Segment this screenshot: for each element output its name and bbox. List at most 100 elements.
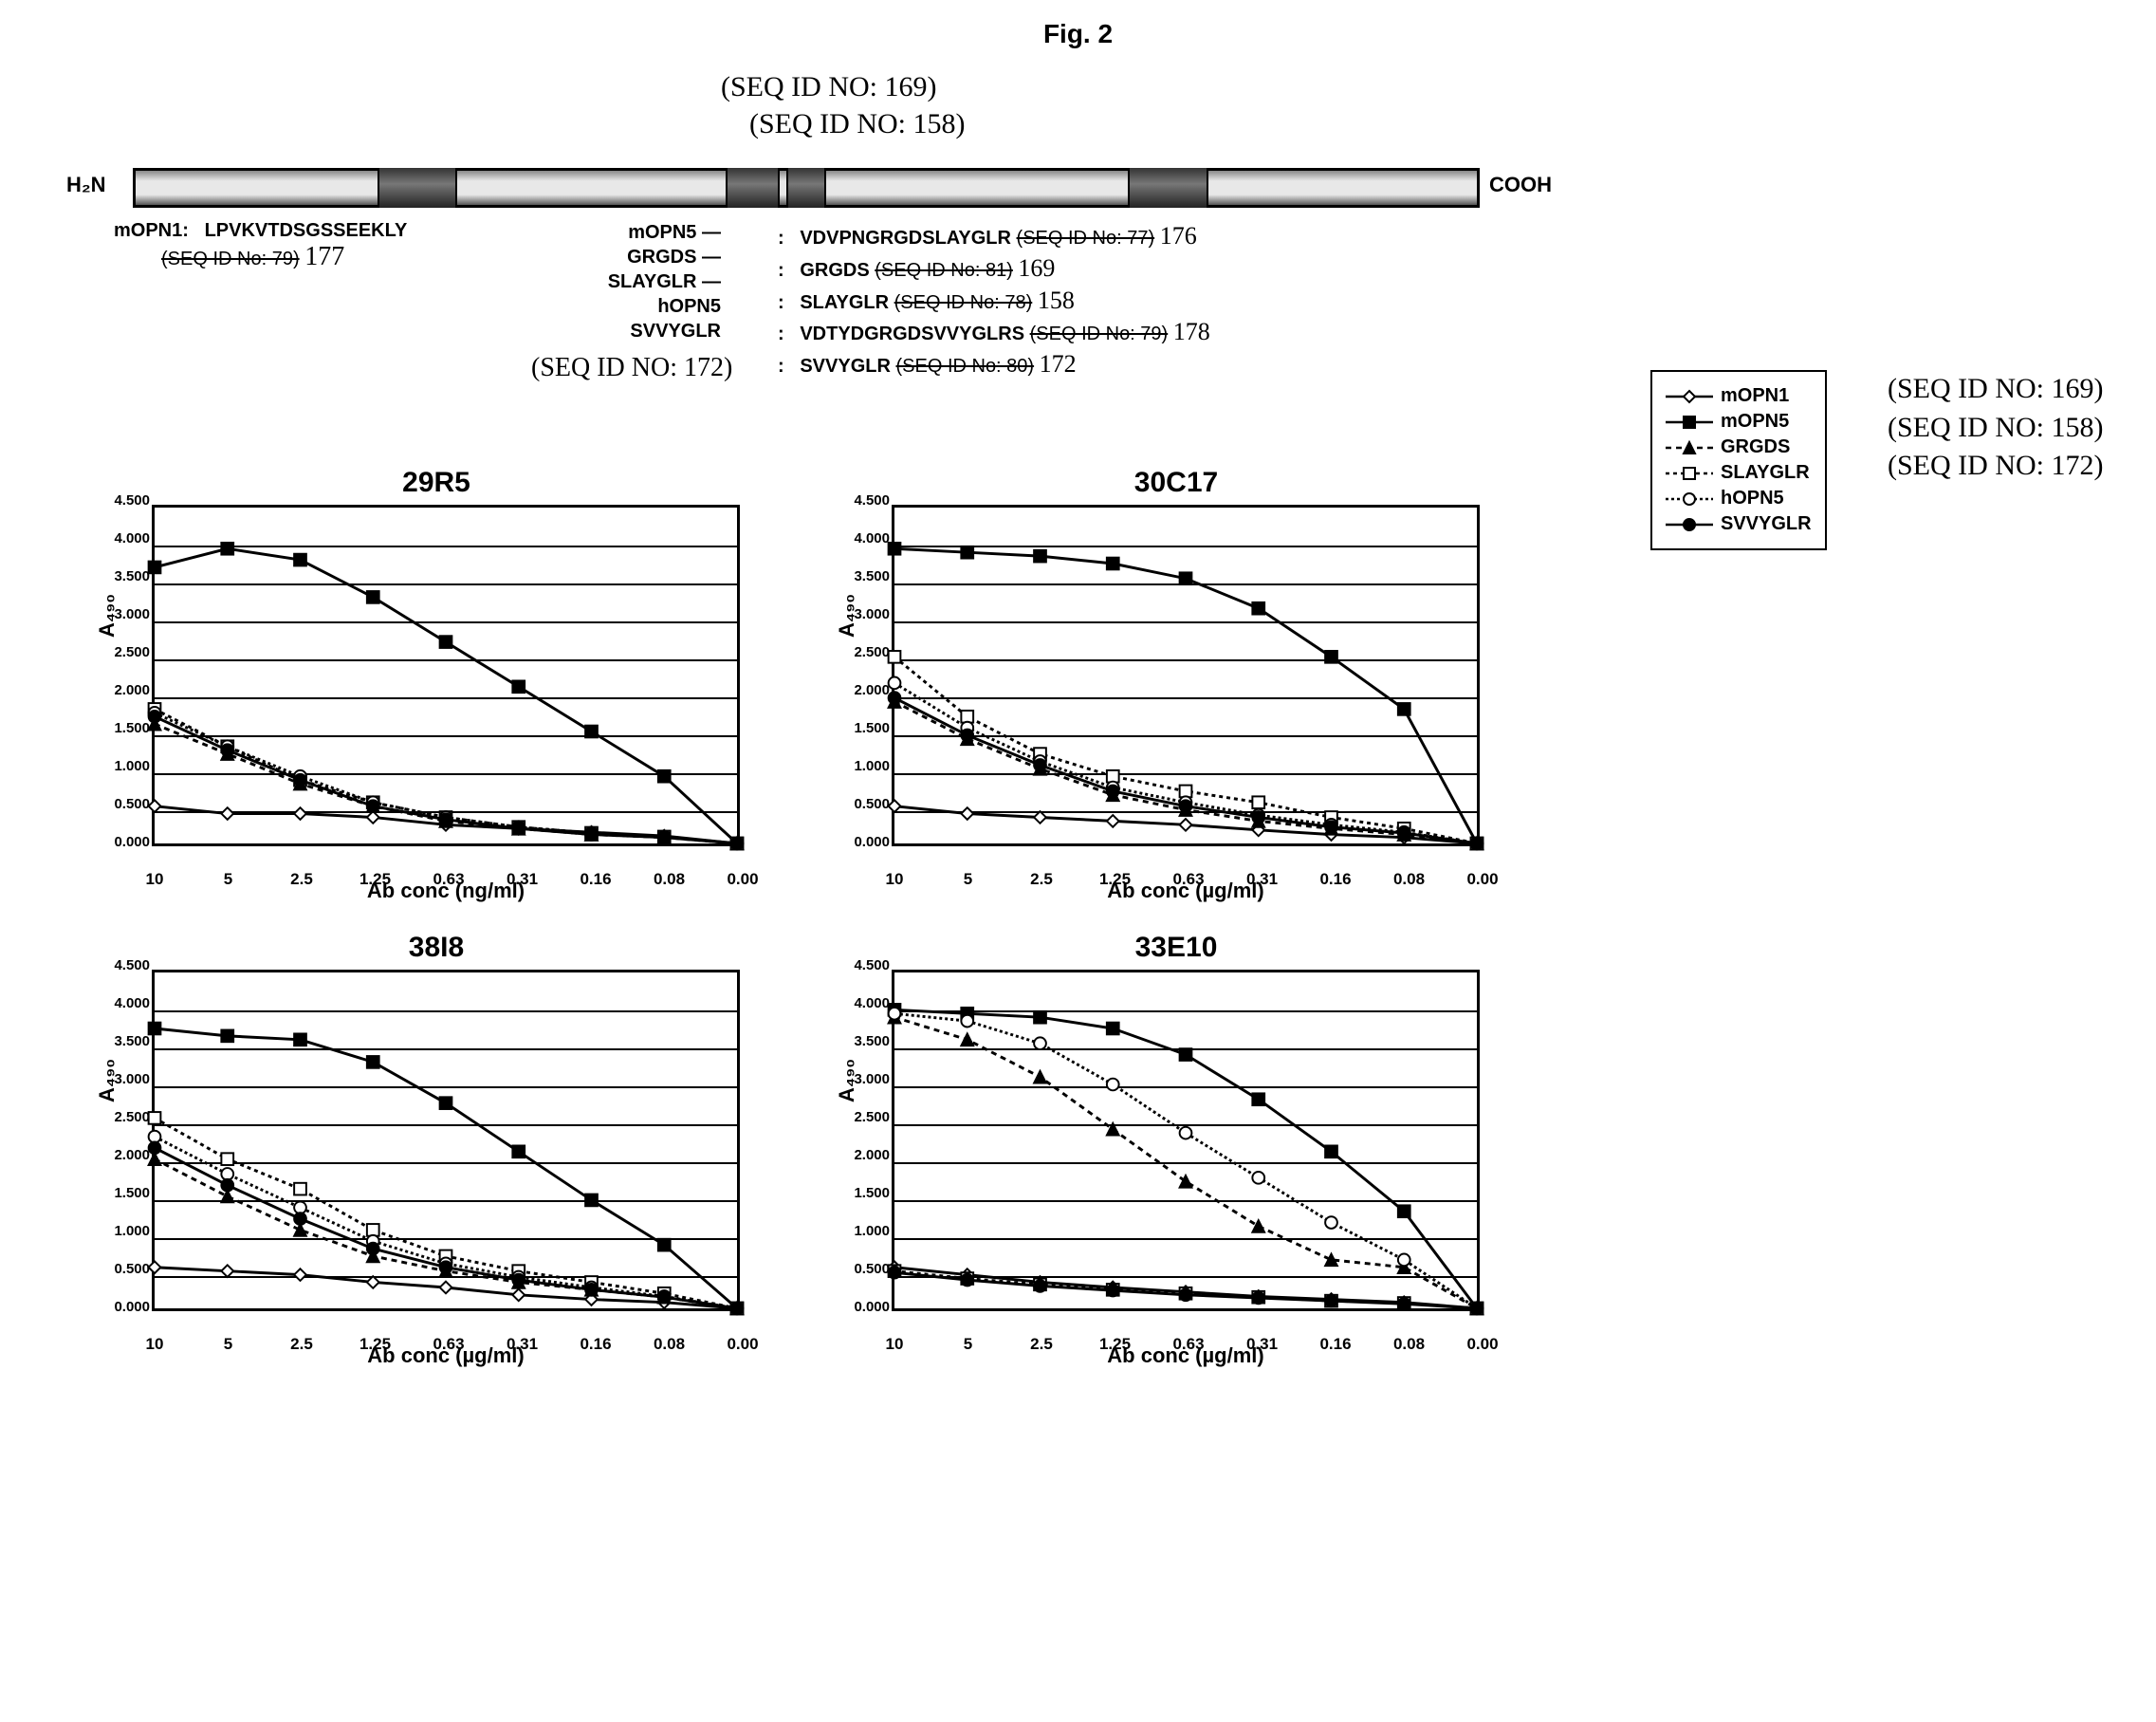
series-marker [440,1097,452,1109]
series-marker [731,838,744,850]
series-marker [961,1274,973,1287]
chart-svg [155,972,737,1308]
peptide-seqid-hand: 172 [1040,350,1077,378]
xtick-label: 0.31 [1246,1335,1278,1354]
series-marker [294,807,306,820]
ytick-label: 0.000 [102,834,150,850]
xtick-label: 0.31 [1246,870,1278,889]
series-marker [1107,815,1119,827]
legend-handwritten-seqids: (SEQ ID NO: 169)(SEQ ID NO: 158)(SEQ ID … [1888,370,2103,486]
mopn1-seq: LPVKVTDSGSSEEKLY [205,220,408,241]
ytick-label: 2.000 [842,1147,890,1163]
series-marker [1034,1037,1046,1049]
series-marker [1107,786,1119,798]
xtick-label: 5 [224,870,232,889]
series-marker [961,711,973,723]
ytick-label: 4.000 [842,530,890,546]
protein-bar-segment [1128,168,1208,208]
xtick-label: 0.16 [580,1335,611,1354]
series-marker [221,1153,233,1165]
series-marker [1034,1011,1046,1024]
series-marker [1325,1295,1337,1307]
ytick-label: 3.500 [842,1033,890,1049]
legend-label: GRGDS [1721,436,1790,458]
legend-label: mOPN1 [1721,385,1789,407]
xtick-label: 0.63 [1172,870,1204,889]
ytick-label: 3.500 [102,1033,150,1049]
series-marker [1398,1205,1410,1217]
series-marker [440,1261,452,1273]
chart-title: 38I8 [95,932,778,964]
series-marker [221,1191,233,1203]
mopn1-label: mOPN1: [114,220,189,241]
xtick-label: 10 [146,1335,164,1354]
series-marker [1034,1280,1046,1292]
ytick-label: 2.000 [102,1147,150,1163]
ytick-label: 4.500 [102,492,150,509]
series-marker [149,1112,161,1124]
series-marker [440,1282,452,1294]
xtick-label: 0.08 [1393,1335,1425,1354]
ytick-label: 3.500 [842,568,890,584]
protein-bar-segment [378,168,458,208]
ytick-label: 0.500 [842,1261,890,1277]
series-marker [149,1261,161,1273]
ytick-label: 1.000 [102,758,150,774]
series-marker [1180,786,1192,798]
ytick-label: 3.000 [842,606,890,622]
ytick-label: 1.500 [102,720,150,736]
xtick-label: 10 [886,870,904,889]
series-marker [658,1239,671,1251]
xtick-label: 2.5 [1030,1335,1053,1354]
ytick-label: 2.500 [102,1109,150,1125]
ytick-label: 1.500 [842,720,890,736]
series-marker [585,1284,598,1296]
series-marker [221,1030,233,1043]
series-marker [294,1213,306,1225]
series-line [155,548,737,843]
ytick-label: 2.500 [842,644,890,660]
figure-title: Fig. 2 [19,19,2137,49]
xtick-label: 5 [964,1335,972,1354]
series-marker [1107,1079,1119,1091]
ytick-label: 1.000 [102,1223,150,1239]
chart-plot-area: 0.0000.5001.0001.5002.0002.5003.0003.500… [152,970,740,1311]
xtick-label: 1.25 [359,870,391,889]
chart-svg [894,972,1477,1308]
ytick-label: 0.000 [842,834,890,850]
ytick-label: 4.000 [102,530,150,546]
series-marker [961,807,973,820]
peptide-mid-label: SVVYGLR [550,319,721,343]
mopn1-seqid-hand: 177 [304,242,344,271]
ytick-label: 1.500 [102,1185,150,1201]
y-ticks: 0.0000.5001.0001.5002.0002.5003.0003.500… [842,500,890,836]
y-ticks: 0.0000.5001.0001.5002.0002.5003.0003.500… [102,965,150,1301]
legend-item: GRGDS [1666,436,1812,458]
peptide-row: : SLAYGLR (SEQ ID No: 78) 158 [778,285,1210,317]
series-marker [585,726,598,738]
series-marker [1252,1292,1264,1305]
xtick-label: 0.16 [1319,870,1351,889]
peptide-seqid-printed: (SEQ ID No: 78) [894,292,1033,313]
peptide-mopn1: mOPN1: LPVKVTDSGSSEEKLY (SEQ ID No: 79) … [114,220,512,272]
legend-item: mOPN5 [1666,411,1812,433]
series-marker [1471,838,1483,850]
series-marker [149,1023,161,1035]
xtick-label: 0.00 [727,1335,758,1354]
series-marker [294,1224,306,1236]
series-marker [440,636,452,648]
series-marker [889,692,901,704]
series-marker [1180,819,1192,831]
peptide-mid-label: GRGDS — [550,245,721,269]
series-marker [1471,1303,1483,1315]
xtick-label: 1.25 [1099,870,1131,889]
peptide-seq: GRGDS [800,260,869,281]
legend-label: mOPN5 [1721,411,1789,433]
series-marker [149,711,161,723]
xtick-label: 0.08 [654,1335,685,1354]
ytick-label: 1.000 [842,1223,890,1239]
n-terminal-label: H₂N [66,173,106,197]
chart-title: 29R5 [95,467,778,499]
series-marker [1325,821,1337,833]
series-marker [961,1033,973,1046]
